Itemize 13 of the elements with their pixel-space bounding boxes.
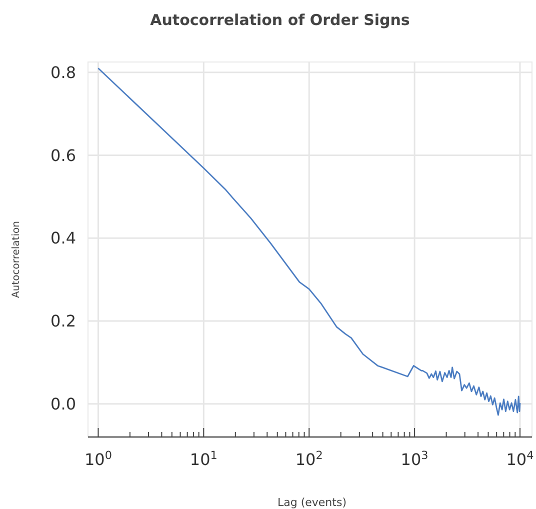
y-tick-label: 0.4 <box>50 228 76 248</box>
x-tick-label: 10$^{4}$ <box>506 448 534 469</box>
x-tick-label: 10$^{3}$ <box>400 448 428 469</box>
y-axis-title: Autocorrelation <box>11 221 22 298</box>
y-tick-label: 0.2 <box>50 312 76 331</box>
x-axis-title: Lag (events) <box>278 496 346 509</box>
y-tick-label: 0.6 <box>50 146 76 165</box>
x-tick-label: 10$^{1}$ <box>190 448 218 469</box>
x-tick-label: 10$^{0}$ <box>84 448 112 469</box>
y-tick-label: 0.8 <box>50 62 76 82</box>
x-tick-label: 10$^{2}$ <box>295 448 323 469</box>
chart-title: Autocorrelation of Order Signs <box>150 11 410 29</box>
y-tick-label: 0.0 <box>50 394 76 414</box>
